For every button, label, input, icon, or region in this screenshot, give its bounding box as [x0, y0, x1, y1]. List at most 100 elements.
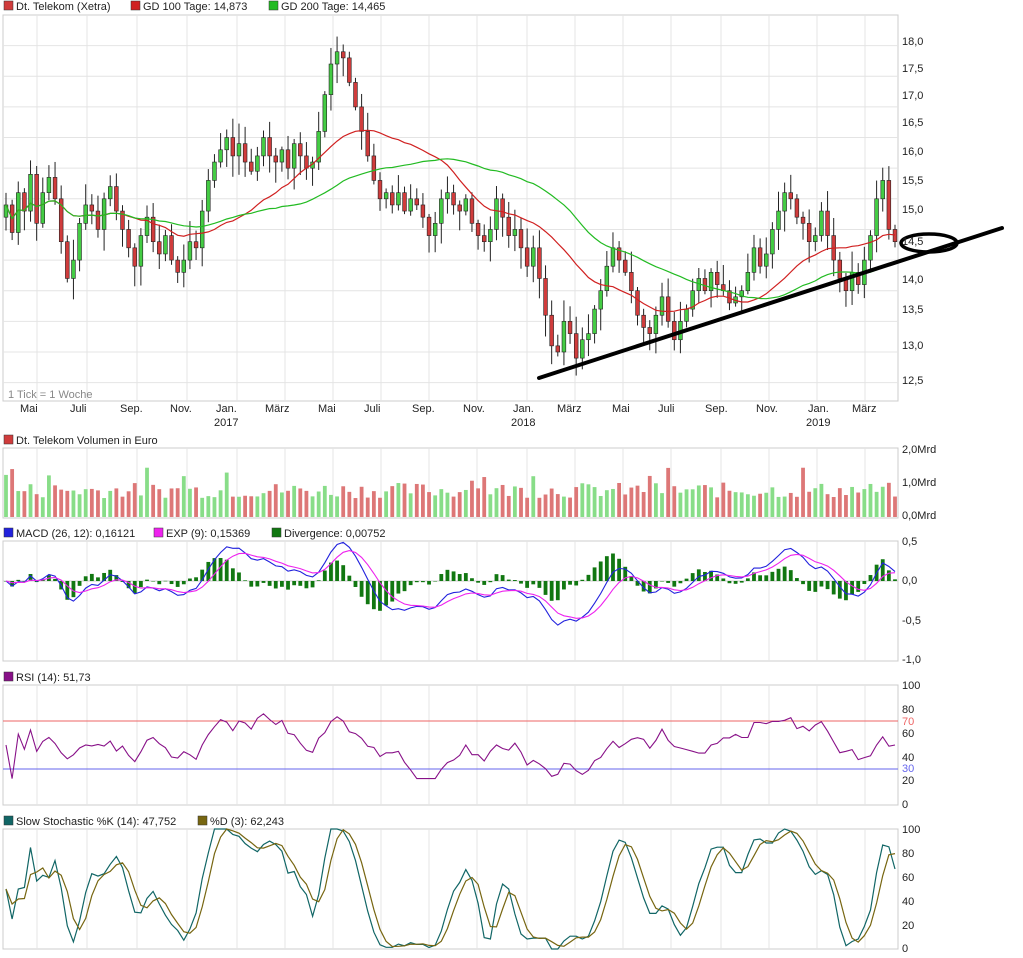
- volume-bar: [200, 497, 205, 517]
- candle-body: [616, 247, 622, 261]
- volume-bar: [488, 494, 493, 517]
- candle-body: [800, 216, 806, 224]
- annotation-layer: [537, 226, 1004, 380]
- candle-body: [641, 314, 646, 328]
- x-month-label: Juli: [658, 403, 675, 415]
- volume-bar: [188, 488, 192, 517]
- divergence-bar: [813, 581, 818, 592]
- candle-body: [573, 333, 579, 359]
- candle-body: [224, 137, 229, 151]
- divergence-bar: [764, 575, 769, 581]
- candle-body: [181, 259, 187, 273]
- divergence-bar: [390, 581, 395, 602]
- volume-bar: [574, 487, 579, 517]
- divergence-bar: [660, 581, 664, 582]
- divergence-bar: [641, 581, 646, 592]
- stoch-tick: 80: [902, 848, 914, 860]
- volume-tick: 2,0Mrd: [902, 444, 936, 456]
- candle-body: [132, 247, 137, 267]
- x-month-label: Jan.: [808, 403, 829, 415]
- rsi-level-30: 30: [902, 763, 914, 775]
- candle-body: [561, 321, 567, 353]
- volume-bar: [335, 496, 339, 517]
- volume-bar: [59, 489, 64, 517]
- rsi-line: [5, 713, 896, 780]
- volume-bar: [837, 488, 842, 517]
- volume-bar: [776, 496, 781, 517]
- divergence-bar: [378, 581, 382, 611]
- rsi-tick: 40: [902, 752, 914, 764]
- volume-bar: [537, 497, 542, 517]
- volume-bar: [267, 490, 272, 517]
- candle-body: [371, 155, 377, 181]
- divergence-bar: [782, 566, 787, 581]
- volume-bar: [758, 493, 763, 517]
- divergence-bar: [77, 581, 82, 586]
- divergence-bar: [175, 581, 180, 587]
- candle-body: [199, 210, 205, 249]
- divergence-bar: [384, 581, 389, 606]
- volume-bar: [126, 491, 131, 517]
- volume-bar: [696, 485, 701, 517]
- x-month-label: Mai: [612, 403, 630, 415]
- volume-bar: [390, 486, 395, 517]
- divergence-bar: [132, 581, 137, 594]
- volume-bar: [145, 467, 149, 517]
- legend-gd200: GD 200 Tage: 14,465: [281, 1, 385, 13]
- candle-body: [193, 241, 199, 249]
- price-panel-frame: [2, 14, 899, 402]
- price-tick: 13,5: [902, 304, 923, 316]
- volume-bar: [543, 494, 548, 517]
- divergence-bar: [145, 579, 149, 581]
- x-month-label: Sep.: [120, 403, 143, 415]
- volume-bar: [53, 485, 57, 517]
- divergence-bar: [672, 581, 677, 587]
- volume-bar: [451, 496, 456, 517]
- divergence-bar: [230, 568, 235, 581]
- candle-body: [451, 192, 456, 206]
- volume-bar: [230, 496, 235, 517]
- candle-body: [328, 63, 334, 95]
- candle-body: [414, 198, 419, 206]
- volume-bar: [666, 467, 671, 517]
- volume-bar: [782, 496, 787, 517]
- candle-body: [83, 204, 88, 224]
- divergence-bar: [880, 559, 885, 581]
- volume-bar: [132, 483, 137, 517]
- volume-bar: [604, 490, 609, 517]
- x-month-label: Mai: [20, 403, 38, 415]
- exp-line: [5, 550, 896, 619]
- divergence-bar: [758, 575, 763, 581]
- legend-swatch-volume: [3, 434, 14, 445]
- candle-body: [524, 247, 530, 267]
- stoch-k-line: [5, 828, 896, 950]
- candle-body: [58, 198, 64, 242]
- candle-body: [396, 192, 401, 206]
- volume-bar: [384, 491, 389, 517]
- candle-body: [782, 192, 787, 212]
- divergence-bar: [224, 559, 229, 581]
- divergence-bar: [188, 578, 192, 581]
- divergence-bar: [795, 578, 799, 581]
- candle-body: [420, 204, 426, 218]
- candle-body: [475, 223, 481, 236]
- divergence-bar: [427, 581, 431, 585]
- volume-bar: [525, 497, 530, 517]
- candle-body: [494, 198, 499, 230]
- divergence-bar: [543, 581, 548, 595]
- divergence-bar: [451, 571, 456, 581]
- candle-body: [175, 259, 180, 273]
- candle-body: [647, 327, 652, 334]
- divergence-bar: [292, 581, 297, 586]
- candle-body: [892, 229, 898, 242]
- volume-bar: [893, 496, 897, 517]
- candle-body: [218, 149, 223, 163]
- candle-body: [672, 321, 677, 341]
- legend-gd100: GD 100 Tage: 14,873: [143, 1, 247, 13]
- volume-bar: [138, 495, 143, 517]
- divergence-bar: [439, 574, 444, 581]
- volume-bar: [261, 493, 266, 517]
- divergence-bar: [592, 567, 597, 581]
- divergence-bar: [886, 570, 891, 581]
- candle-body: [819, 210, 824, 236]
